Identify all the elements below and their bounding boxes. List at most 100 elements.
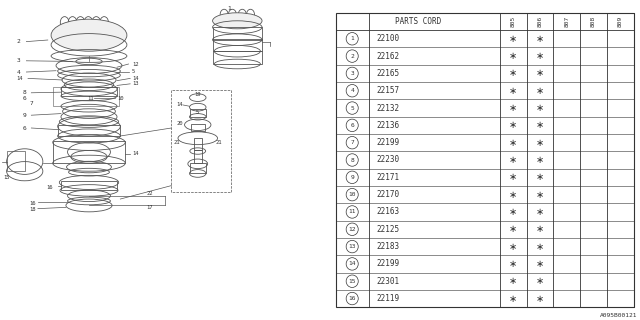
Text: 22119: 22119 [376,294,399,303]
Text: 808: 808 [591,16,596,27]
Text: 805: 805 [511,16,516,27]
Bar [52,87,118,106]
Text: 807: 807 [564,16,569,27]
Text: 22162: 22162 [376,52,399,60]
Text: 17: 17 [147,205,153,210]
Text: 22183: 22183 [376,242,399,251]
Text: ∗: ∗ [509,242,517,252]
Text: 9: 9 [350,175,354,180]
Text: 5: 5 [350,106,354,110]
Text: 22301: 22301 [376,277,399,286]
Text: 16: 16 [348,296,356,301]
Text: 9: 9 [23,113,27,118]
Bar [6,151,25,171]
Text: 10: 10 [348,192,356,197]
Text: 13: 13 [348,244,356,249]
Text: ∗: ∗ [509,293,517,304]
Text: 16: 16 [29,201,36,206]
Bar [191,124,205,131]
Text: ∗: ∗ [509,138,517,148]
Text: ∗: ∗ [536,34,544,44]
Text: ∗: ∗ [509,51,517,61]
Text: 15: 15 [348,279,356,284]
Text: ∗: ∗ [509,155,517,165]
Text: PARTS CORD: PARTS CORD [395,17,441,26]
Text: 11: 11 [87,96,94,101]
Text: ∗: ∗ [536,276,544,286]
Bar [194,150,202,163]
Bar [189,109,206,117]
Text: 6: 6 [350,123,354,128]
Text: 7: 7 [350,140,354,145]
Text: 12: 12 [348,227,356,232]
Text: ∗: ∗ [536,86,544,96]
Text: 14: 14 [177,101,183,107]
Text: 15: 15 [3,175,10,180]
Text: 4: 4 [350,88,354,93]
Text: ∗: ∗ [536,293,544,304]
Text: 22199: 22199 [376,138,399,147]
Text: ∗: ∗ [536,242,544,252]
Text: 22165: 22165 [376,69,399,78]
Text: ∗: ∗ [536,155,544,165]
Text: 6: 6 [23,125,27,131]
Text: 12: 12 [132,61,138,67]
Text: 7: 7 [29,100,33,106]
Text: ∗: ∗ [509,190,517,200]
Bar [212,39,262,51]
Text: 22132: 22132 [376,104,399,113]
Text: 3: 3 [350,71,354,76]
Text: 8: 8 [23,90,27,95]
Text: 18: 18 [29,207,36,212]
Text: 5: 5 [132,69,135,74]
Text: 22136: 22136 [376,121,399,130]
Text: ∗: ∗ [509,86,517,96]
Bar [189,163,206,173]
Text: 21: 21 [216,140,222,145]
Text: 2: 2 [350,53,354,59]
Bar [58,125,120,136]
Text: 14: 14 [132,151,138,156]
Text: 22163: 22163 [376,207,399,216]
Text: ∗: ∗ [509,207,517,217]
Text: 22: 22 [147,191,153,196]
Text: 22100: 22100 [376,34,399,43]
Text: 3: 3 [17,58,20,63]
Text: ∗: ∗ [509,224,517,234]
Text: ∗: ∗ [536,138,544,148]
Text: 1: 1 [227,5,231,11]
Bar [61,181,117,190]
Ellipse shape [51,19,127,51]
Text: ∗: ∗ [509,120,517,130]
Text: 14: 14 [17,76,23,81]
Text: 22171: 22171 [376,173,399,182]
Text: ∗: ∗ [509,172,517,182]
Text: 5: 5 [196,109,200,115]
Bar [212,27,262,40]
Bar [194,138,202,150]
Text: 2: 2 [17,39,20,44]
Text: 6: 6 [23,96,27,101]
Text: 22125: 22125 [376,225,399,234]
Text: 20: 20 [177,121,183,126]
Text: ∗: ∗ [536,259,544,269]
Text: 11: 11 [348,210,356,214]
Text: 8: 8 [350,157,354,163]
Text: ∗: ∗ [509,34,517,44]
Text: 806: 806 [538,16,543,27]
Bar [61,87,117,96]
Text: 22199: 22199 [376,260,399,268]
Text: ∗: ∗ [509,276,517,286]
Text: 22170: 22170 [376,190,399,199]
Bar [52,141,125,163]
Text: ∗: ∗ [536,103,544,113]
Text: ∗: ∗ [509,259,517,269]
Text: 22157: 22157 [376,86,399,95]
Text: 19: 19 [195,92,201,97]
Text: 14: 14 [348,261,356,267]
Text: ∗: ∗ [536,68,544,78]
Text: 4: 4 [17,69,20,75]
Text: ∗: ∗ [536,207,544,217]
Text: 14: 14 [132,76,138,81]
Text: 22230: 22230 [376,156,399,164]
